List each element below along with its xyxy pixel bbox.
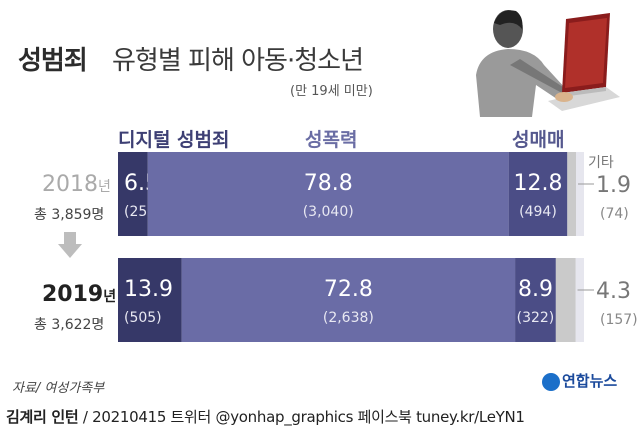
count-label-2018-series-1: (3,040) xyxy=(303,204,354,220)
value-label-2018-series-1: 78.8 xyxy=(304,171,353,196)
value-label-2019-series-1: 72.8 xyxy=(324,277,373,302)
year-suffix: 년 xyxy=(103,289,117,305)
title-bold: 성범죄 xyxy=(18,46,88,76)
count-label-2018-series-3: (74) xyxy=(600,206,629,222)
title-rest: 유형별 피해 아동·청소년 xyxy=(112,46,364,76)
count-label-2019-series-1: (2,638) xyxy=(323,310,374,326)
year-value: 2018 xyxy=(42,172,98,197)
bar-2019-series-3 xyxy=(555,258,576,342)
legend-digital: 디지털 성범죄 xyxy=(118,129,230,151)
count-label-2019-series-0: (505) xyxy=(124,310,162,326)
footer-author: 김계리 인턴 xyxy=(6,408,79,426)
count-label-2019-series-3: (157) xyxy=(600,312,638,328)
value-label-2018-series-2: 12.8 xyxy=(513,171,562,196)
legend-violence: 성폭력 xyxy=(305,129,358,151)
year-suffix: 년 xyxy=(98,179,111,195)
yonhap-logo: 연합뉴스 xyxy=(542,370,617,391)
value-label-2019-series-0: 13.9 xyxy=(124,277,173,302)
year-label-2019: 2019년 xyxy=(42,282,116,307)
legend-prostitution: 성매매 xyxy=(512,129,565,151)
count-label-2019-series-2: (322) xyxy=(517,310,555,326)
legend-other: 기타 xyxy=(588,155,614,171)
year-value: 2019 xyxy=(42,282,104,307)
value-label-2019-series-2: 8.9 xyxy=(518,277,553,302)
bar-2018-series-2 xyxy=(508,152,568,236)
footer-rest: / 20210415 트위터 @yonhap_graphics 페이스북 tun… xyxy=(78,408,525,426)
bar-2019-series-0 xyxy=(118,258,182,342)
count-label-2018-series-2: (494) xyxy=(519,204,557,220)
value-label-2018-series-3: 1.9 xyxy=(596,173,631,198)
arrow-down-icon xyxy=(58,232,82,258)
total-2018: 총 3,859명 xyxy=(34,207,105,223)
bar-2018-series-0 xyxy=(118,152,148,236)
value-label-2019-series-3: 4.3 xyxy=(596,279,631,304)
source-note: 자료/ 여성가족부 xyxy=(12,381,105,396)
logo-text: 연합뉴스 xyxy=(562,372,618,390)
bar-2019-series-2 xyxy=(515,258,556,342)
total-2019: 총 3,622명 xyxy=(34,317,105,333)
person-laptop-icon xyxy=(476,10,620,117)
bar-2018-series-1 xyxy=(147,152,509,236)
footer-credit: 김계리 인턴 / 20210415 트위터 @yonhap_graphics 페… xyxy=(6,406,525,427)
bar-2019-series-1 xyxy=(181,258,516,342)
yonhap-logo-icon xyxy=(542,372,560,391)
year-label-2018: 2018년 xyxy=(42,172,111,197)
bar-2018-series-3 xyxy=(567,152,576,236)
subtitle: (만 19세 미만) xyxy=(290,84,373,99)
